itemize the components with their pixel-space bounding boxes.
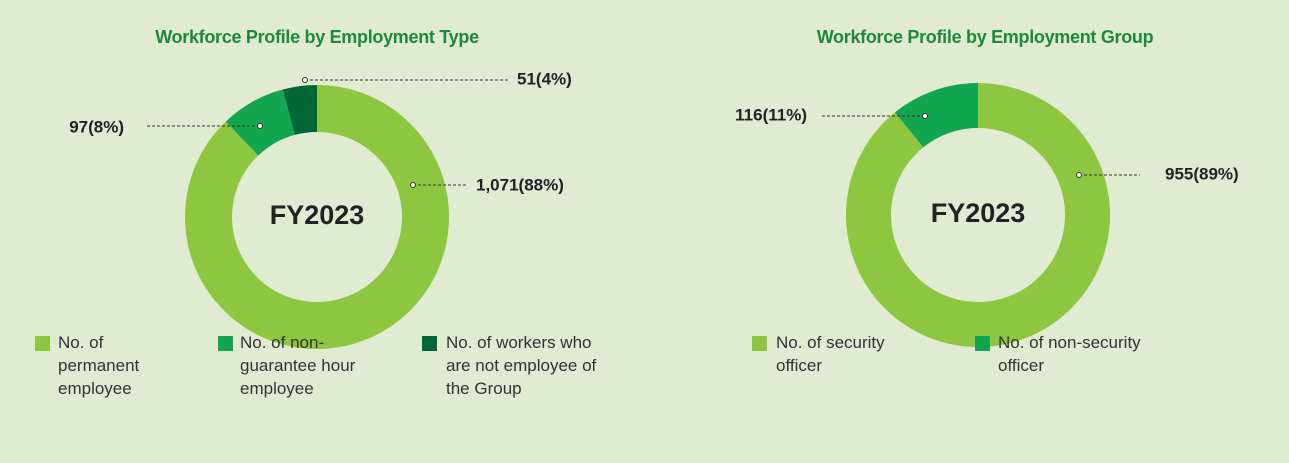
leader-dot	[922, 113, 928, 119]
chart-title: Workforce Profile by Employment Group	[817, 27, 1154, 47]
value-label: 51(4%)	[517, 69, 572, 88]
leader-dot	[1076, 172, 1082, 178]
value-label: 97(8%)	[69, 117, 124, 136]
legend-label: No. of non-guarantee hour employee	[240, 333, 356, 398]
legend-label: No. of non-security officer	[998, 333, 1141, 375]
value-label: 116(11%)	[735, 105, 807, 124]
center-label: FY2023	[270, 200, 365, 230]
leader-dot	[257, 123, 263, 129]
legend-label: No. of permanent employee	[58, 333, 140, 398]
legend-swatch	[35, 336, 50, 351]
donut-slice	[894, 83, 978, 148]
center-label: FY2023	[931, 198, 1026, 228]
donut-slice	[225, 89, 295, 156]
legend-label: No. of security officer	[776, 333, 885, 375]
donut-slice	[184, 85, 450, 350]
legend-swatch	[422, 336, 437, 351]
value-label: 1,071(88%)	[476, 175, 564, 194]
donut-slice	[282, 85, 317, 135]
value-label: 955(89%)	[1165, 164, 1239, 183]
leader-dot	[302, 77, 308, 83]
legend-swatch	[218, 336, 233, 351]
legend-swatch	[975, 336, 990, 351]
legend-swatch	[752, 336, 767, 351]
donut-slice	[846, 83, 1111, 347]
chart-title: Workforce Profile by Employment Type	[155, 27, 479, 47]
leader-dot	[410, 182, 416, 188]
legend-label: No. of workers who are not employee of t…	[446, 333, 597, 398]
